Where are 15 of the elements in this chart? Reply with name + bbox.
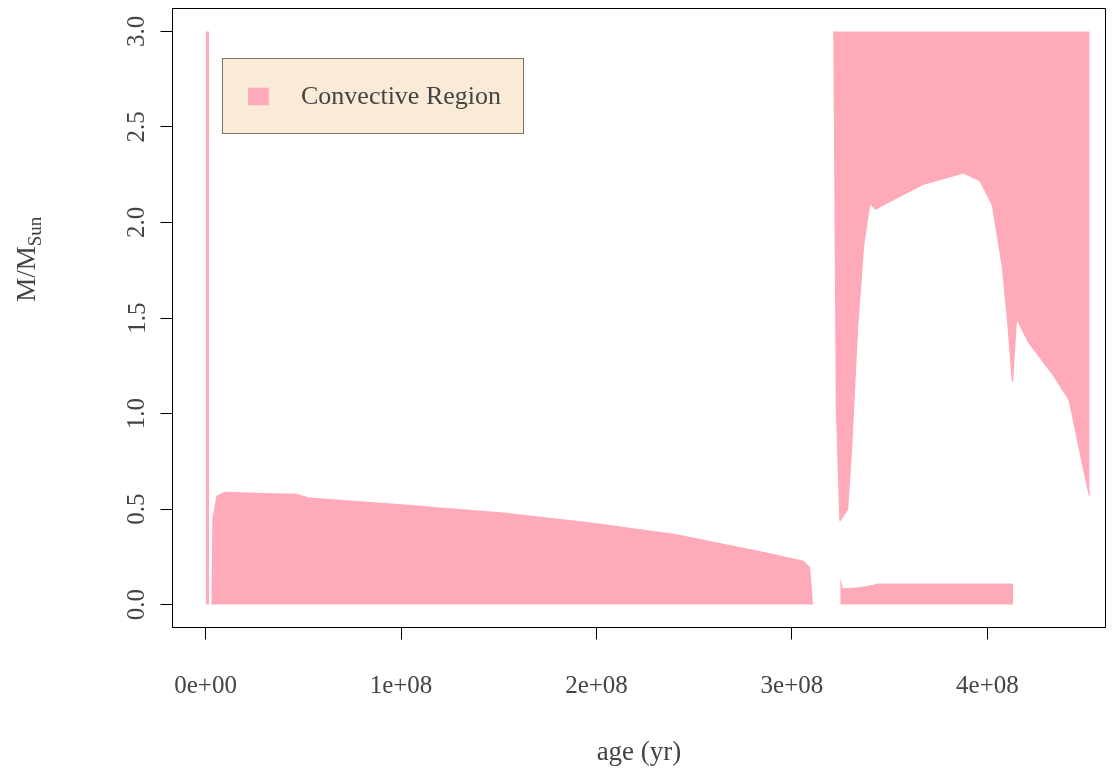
x-tick-label: 0e+00 — [174, 670, 237, 698]
legend-label: Convective Region — [301, 81, 502, 111]
y-tick-label: 1.5 — [122, 302, 150, 334]
x-axis-title: age (yr) — [596, 735, 682, 766]
y-tick-label: 1.0 — [122, 397, 150, 430]
x-tick-label: 4e+08 — [956, 670, 1019, 698]
y-tick-label: 2.0 — [122, 206, 150, 239]
y-tick-label: 0.0 — [122, 588, 150, 621]
y-tick-label: 2.5 — [122, 111, 150, 143]
y-tick-label: 3.0 — [122, 15, 150, 48]
x-tick-label: 1e+08 — [369, 670, 433, 698]
x-tick-label: 3e+08 — [760, 670, 824, 698]
x-tick-label: 2e+08 — [565, 670, 628, 698]
y-axis-title: M/MSun — [10, 216, 45, 302]
y-tick-label: 0.5 — [122, 493, 150, 525]
